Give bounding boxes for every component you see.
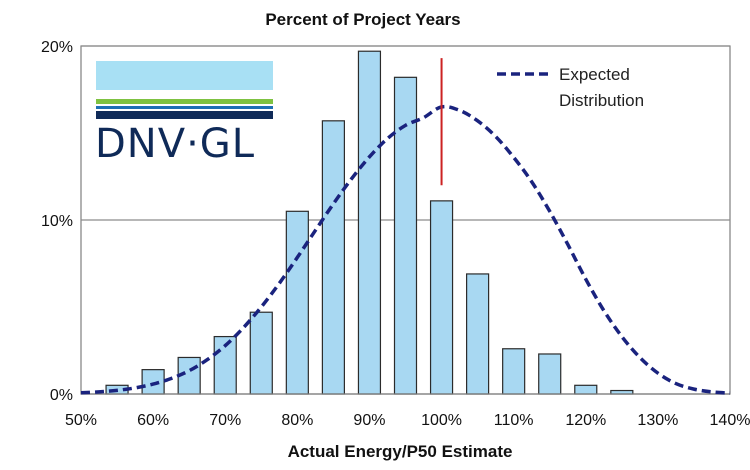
logo-blue-bar — [96, 106, 273, 109]
x-tick-label: 110% — [494, 412, 534, 429]
logo-light-blue-bar — [96, 61, 273, 90]
x-tick-label: 90% — [353, 412, 385, 429]
bar — [141, 369, 165, 395]
legend-label-line-1: Expected — [559, 65, 630, 84]
y-tick-label: 0% — [50, 387, 73, 404]
bars-layer — [81, 50, 730, 395]
y-tick-label: 10% — [41, 213, 73, 230]
bar — [321, 120, 345, 395]
bar — [357, 50, 382, 395]
bar — [285, 210, 309, 395]
x-tick-label: 80% — [281, 412, 313, 429]
dnv-gl-logo: DNV·GL — [95, 61, 273, 167]
x-tick-label: 130% — [637, 412, 678, 429]
legend: Expected Distribution — [497, 65, 644, 110]
logo-text: DNV·GL — [95, 121, 255, 167]
legend-label-line-2: Distribution — [559, 91, 644, 110]
y-tick-label: 20% — [41, 39, 73, 56]
x-tick-label: 120% — [565, 412, 606, 429]
expected-distribution-line — [80, 104, 731, 395]
ticks-layer: 50% 60% 70% 80% 90% 100% 110% 120% 130% 140% 0% 10%… — [41, 39, 750, 429]
chart-title: Percent of Project Years — [265, 10, 460, 29]
bar — [538, 353, 562, 395]
logo-green-bar — [96, 99, 273, 104]
line-layer — [80, 104, 731, 395]
logo-navy-bar — [96, 111, 273, 119]
x-tick-label: 100% — [421, 412, 462, 429]
bar — [249, 311, 273, 395]
x-tick-label: 140% — [710, 412, 750, 429]
bar — [502, 348, 526, 395]
x-tick-label: 60% — [137, 412, 169, 429]
bar — [466, 273, 490, 395]
bar — [429, 200, 454, 395]
x-tick-label: 70% — [209, 412, 241, 429]
bar — [574, 384, 598, 395]
x-axis-label: Actual Energy/P50 Estimate — [288, 442, 513, 461]
x-tick-label: 50% — [65, 412, 97, 429]
